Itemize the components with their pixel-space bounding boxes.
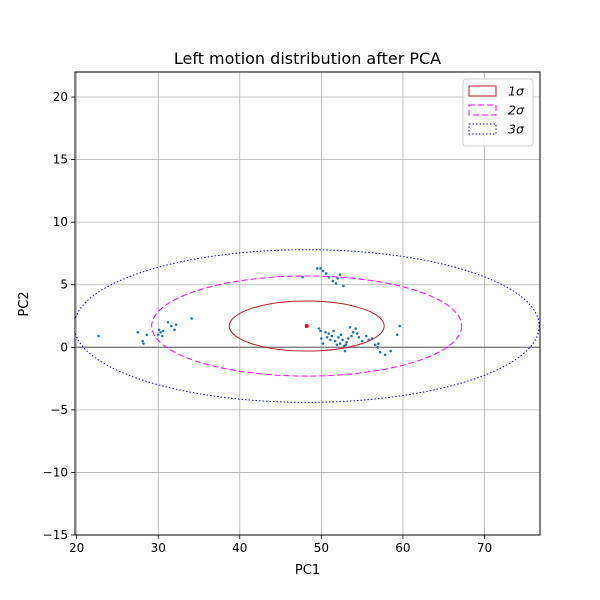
legend-swatch-2 (468, 104, 497, 116)
data-point (351, 330, 355, 334)
data-point (398, 324, 401, 328)
data-point (336, 277, 339, 280)
data-point (334, 282, 338, 285)
data-point (348, 325, 352, 329)
y-tick-label: −10 (43, 465, 68, 479)
legend-label-3: 3σ (508, 122, 525, 137)
data-point (169, 324, 173, 328)
data-point (319, 329, 322, 333)
data-point (315, 267, 319, 270)
data-point (190, 317, 193, 320)
ticks: 20 30 40 50 60 70 −15 −10 −5 0 5 10 15 20 (43, 90, 492, 555)
data-point (373, 343, 377, 347)
sigma-ellipse-3 (75, 249, 540, 403)
y-tick-label: 20 (53, 90, 68, 104)
data-point (320, 337, 323, 340)
data-point (333, 339, 337, 343)
data-point (339, 333, 343, 337)
y-tick-label: 15 (53, 153, 68, 167)
mean-point (304, 324, 309, 329)
data-point (357, 335, 361, 339)
data-point (337, 335, 340, 339)
data-point (354, 327, 357, 330)
data-point (145, 333, 149, 337)
data-point (330, 334, 334, 338)
data-point (97, 334, 100, 338)
legend: 1σ 2σ 3σ (462, 78, 534, 147)
legend-label-1: 1σ (508, 84, 525, 99)
data-point (324, 272, 328, 275)
data-point (159, 330, 162, 334)
data-point (157, 328, 161, 332)
data-point (395, 333, 399, 337)
x-tick-label: 60 (395, 541, 410, 555)
data-point (383, 353, 387, 357)
data-point (332, 329, 335, 333)
data-point (141, 339, 145, 343)
x-tick-label: 30 (151, 541, 166, 555)
data-point (338, 273, 342, 277)
data-point (301, 275, 304, 279)
data-point (378, 351, 382, 354)
data-point (317, 327, 321, 330)
data-point (346, 337, 350, 340)
y-tick-label: 0 (60, 340, 68, 354)
data-point (376, 345, 379, 349)
data-point (377, 342, 380, 345)
data-point (161, 329, 165, 333)
data-point (342, 284, 345, 288)
data-point (344, 343, 348, 347)
y-axis-label: PC2 (17, 291, 32, 316)
data-point (345, 340, 348, 344)
data-point (343, 349, 347, 353)
plot-frame (74, 71, 541, 536)
x-tick-label: 50 (314, 541, 329, 555)
data-point (319, 267, 322, 270)
data-point (160, 334, 164, 338)
data-point (331, 279, 335, 283)
data-point (173, 328, 176, 332)
data-point (364, 334, 368, 338)
data-point (350, 334, 353, 338)
x-tick-label: 40 (232, 541, 247, 555)
data-point (389, 349, 393, 353)
y-tick-label: −5 (50, 403, 68, 417)
data-point (166, 320, 170, 324)
data-point (329, 338, 332, 342)
sigma-ellipse-2 (151, 275, 463, 377)
data-point (341, 338, 344, 342)
data-point (325, 335, 329, 339)
data-point (338, 342, 342, 345)
data-point (327, 332, 331, 335)
chart-title: Left motion distribution after PCA (174, 49, 441, 68)
data-point (355, 332, 359, 335)
sigma-ellipse-1 (228, 300, 385, 352)
plot-area (74, 71, 541, 536)
data-point (136, 330, 140, 334)
data-point (335, 343, 339, 347)
data-point (156, 333, 160, 337)
y-tick-label: 5 (60, 278, 68, 292)
data-point (324, 330, 327, 334)
y-tick-label: −15 (43, 528, 68, 542)
legend-label-2: 2σ (508, 103, 525, 118)
plot-content (75, 249, 540, 403)
data-point (174, 323, 178, 327)
data-point (321, 342, 325, 345)
data-point (321, 269, 325, 273)
data-point (142, 342, 145, 345)
x-tick-label: 70 (477, 541, 492, 555)
x-axis-label: PC1 (295, 563, 320, 578)
legend-swatch-1 (468, 85, 497, 97)
legend-swatch-3 (468, 123, 497, 135)
x-tick-label: 20 (69, 541, 84, 555)
data-point (360, 339, 364, 343)
y-tick-label: 10 (53, 215, 68, 229)
